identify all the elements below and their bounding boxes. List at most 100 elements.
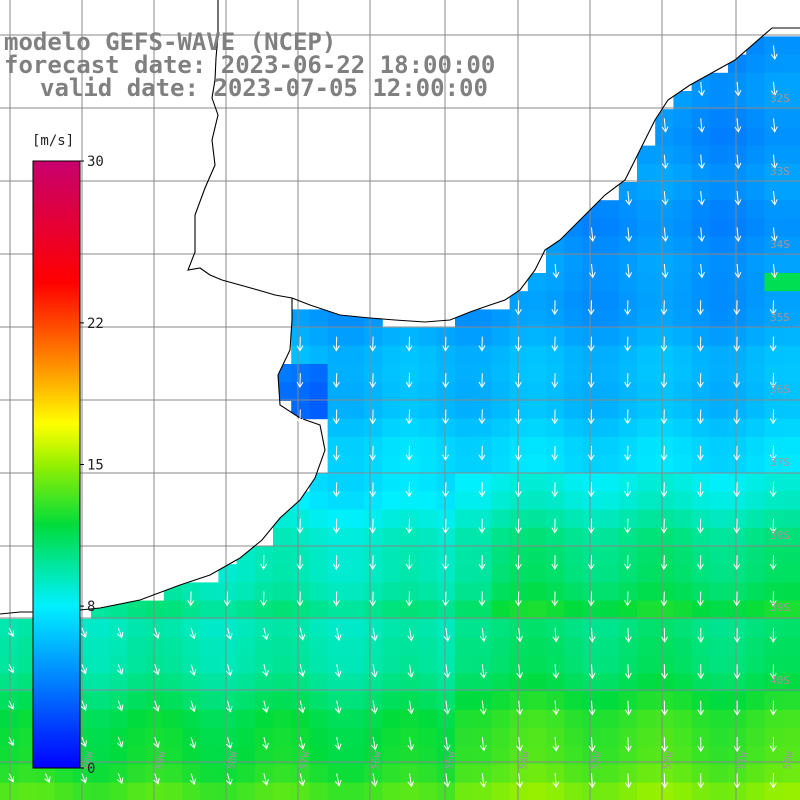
wind-arrow — [189, 736, 197, 749]
field-cell — [637, 400, 656, 420]
field-cell — [709, 254, 729, 274]
field-cell — [400, 746, 420, 765]
field-cell — [728, 637, 747, 656]
field-cell — [764, 54, 784, 74]
field-cell — [746, 782, 765, 800]
wind-arrow — [369, 555, 377, 570]
field-cell — [764, 200, 784, 219]
field-cell — [36, 782, 56, 800]
field-cell — [127, 691, 147, 711]
wind-arrow — [697, 627, 705, 643]
field-cell — [564, 746, 583, 765]
colorbar-unit: [m/s] — [32, 133, 75, 149]
field-cell — [746, 327, 765, 347]
field-cell — [782, 127, 800, 147]
field-cell — [673, 309, 693, 329]
field-cell — [382, 782, 401, 800]
field-cell — [600, 564, 620, 583]
field-cell — [345, 582, 365, 602]
lon-label: 50W — [782, 750, 796, 771]
wind-arrow — [624, 627, 632, 643]
field-cell — [600, 637, 620, 656]
field-cell — [655, 709, 674, 729]
wind-arrow — [588, 227, 596, 242]
field-cell — [327, 455, 347, 474]
field-cell — [218, 564, 238, 583]
field-cell — [145, 746, 165, 765]
field-cell — [564, 327, 583, 347]
wind-arrow — [334, 737, 342, 751]
wind-arrow — [298, 627, 306, 641]
wind-arrow — [479, 737, 487, 752]
field-cell — [637, 691, 656, 711]
field-cell — [764, 527, 784, 547]
field-cell — [200, 746, 219, 765]
field-cell — [345, 728, 365, 747]
wind-arrow — [296, 373, 304, 388]
field-cell — [691, 455, 711, 474]
field-cell — [637, 764, 656, 784]
field-cell — [782, 91, 800, 110]
field-cell — [564, 345, 583, 365]
wind-arrow — [660, 482, 668, 498]
field-cell — [637, 673, 656, 693]
wind-arrow — [262, 664, 269, 677]
wind-arrow — [552, 627, 560, 643]
wind-arrow — [334, 773, 342, 787]
field-cell — [455, 418, 474, 438]
wind-arrow — [298, 773, 306, 787]
wind-arrow — [116, 627, 124, 639]
field-cell — [163, 691, 183, 711]
field-cell — [309, 655, 329, 674]
wind-arrow — [551, 482, 559, 498]
field-cell — [782, 637, 800, 656]
field-cell — [236, 673, 256, 693]
field-cell — [782, 655, 800, 674]
field-cell — [200, 655, 219, 674]
field-cell — [673, 163, 693, 183]
field-cell — [637, 418, 656, 438]
wind-arrow — [734, 81, 742, 97]
field-cell — [291, 637, 310, 656]
field-cell — [782, 109, 800, 128]
field-cell — [291, 309, 310, 329]
field-cell — [746, 655, 765, 674]
field-cell — [218, 782, 238, 800]
field-cell — [709, 364, 729, 383]
field-cell — [455, 546, 474, 565]
field-cell — [546, 527, 565, 547]
wind-arrow — [770, 154, 778, 170]
wind-arrow — [587, 591, 595, 607]
field-cell — [527, 364, 547, 383]
field-cell — [527, 618, 547, 638]
wind-arrow — [733, 737, 741, 753]
field-cell — [746, 200, 765, 219]
field-cell — [546, 782, 565, 800]
field-cell — [782, 364, 800, 383]
field-cell — [163, 709, 183, 729]
field-cell — [345, 364, 365, 383]
field-cell — [400, 455, 420, 474]
field-cell — [309, 728, 329, 747]
field-cell — [673, 473, 693, 492]
wind-arrow — [551, 409, 559, 425]
field-cell — [382, 637, 401, 656]
field-cell — [364, 527, 383, 547]
field-cell — [364, 637, 383, 656]
field-cell — [91, 637, 110, 656]
field-cell — [600, 709, 620, 729]
land-east — [0, 0, 800, 322]
wind-arrow — [552, 263, 560, 279]
wind-arrow — [225, 700, 233, 713]
field-cell — [637, 782, 656, 800]
field-cell — [709, 145, 729, 165]
wind-speed-field — [0, 36, 800, 800]
field-cell — [382, 582, 401, 602]
wind-arrow — [587, 373, 595, 388]
wind-arrow — [770, 227, 778, 242]
field-cell — [782, 582, 800, 602]
field-cell — [564, 600, 583, 620]
wind-arrow — [80, 736, 87, 748]
field-cell — [764, 127, 784, 147]
field-cell — [564, 400, 583, 420]
